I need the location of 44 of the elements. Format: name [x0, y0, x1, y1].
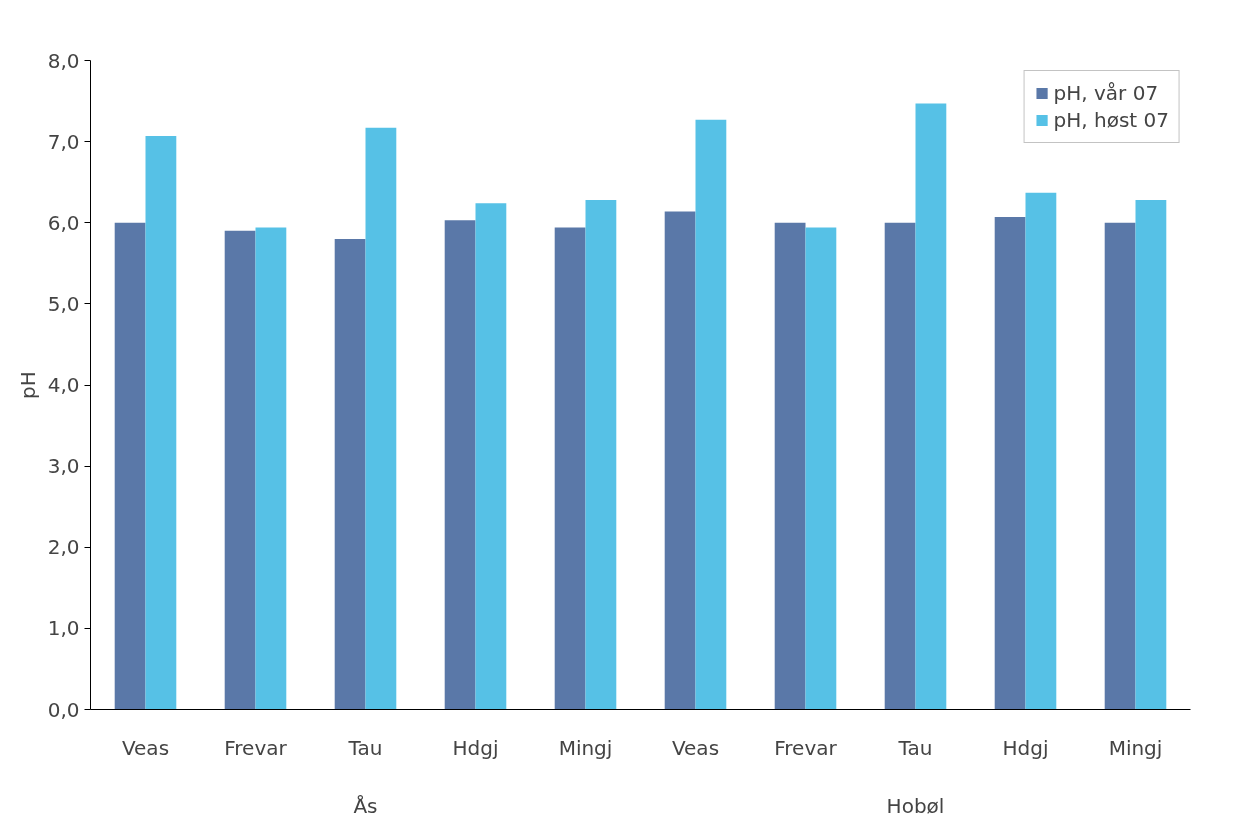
bar: [255, 227, 287, 710]
legend-label: pH, høst 07: [1053, 108, 1169, 132]
bar: [805, 227, 837, 710]
bar: [915, 103, 947, 710]
bar: [585, 200, 617, 710]
x-tick-label: Veas: [671, 735, 720, 760]
x-tick-label: Hdgj: [452, 735, 499, 760]
bar: [695, 119, 727, 710]
bar: [365, 127, 397, 710]
y-tick-label: 6,0: [47, 210, 80, 235]
x-tick-label: Tau: [347, 735, 383, 760]
y-tick-label: 7,0: [47, 129, 80, 154]
x-tick-label: Frevar: [774, 735, 838, 760]
x-tick-label: Mingj: [1108, 735, 1163, 760]
bar: [444, 220, 476, 710]
y-tick-label: 4,0: [47, 373, 80, 397]
bar: [774, 222, 806, 710]
bar: [224, 230, 256, 710]
x-tick-label: Frevar: [224, 735, 288, 760]
bar: [1104, 222, 1136, 710]
bar: [554, 227, 586, 710]
text: Ås: [353, 793, 378, 818]
y-tick-label: 3,0: [47, 454, 80, 479]
y-tick-label: 8,0: [47, 48, 80, 73]
bar: [994, 217, 1026, 710]
bar: [334, 238, 366, 710]
y-tick-label: 1,0: [47, 616, 80, 641]
text: Hobøl: [886, 793, 945, 818]
bar: [1135, 200, 1167, 710]
bar: [884, 222, 916, 710]
bar: [114, 222, 146, 710]
legend-label: pH, vår 07: [1053, 81, 1159, 105]
x-tick-label: Veas: [121, 735, 170, 760]
bar: [1025, 192, 1057, 710]
x-tick-label: Hdgj: [1002, 735, 1049, 760]
bar: [475, 203, 507, 710]
y-tick-label: 2,0: [47, 535, 80, 560]
x-tick-label: Mingj: [558, 735, 613, 760]
y-tick-label: 0,0: [47, 697, 80, 722]
bar: [664, 211, 696, 710]
x-tick-label: Tau: [897, 735, 933, 760]
y-tick-label: 5,0: [47, 291, 80, 316]
bar: [145, 135, 177, 710]
y-axis-title: pH: [15, 371, 40, 399]
